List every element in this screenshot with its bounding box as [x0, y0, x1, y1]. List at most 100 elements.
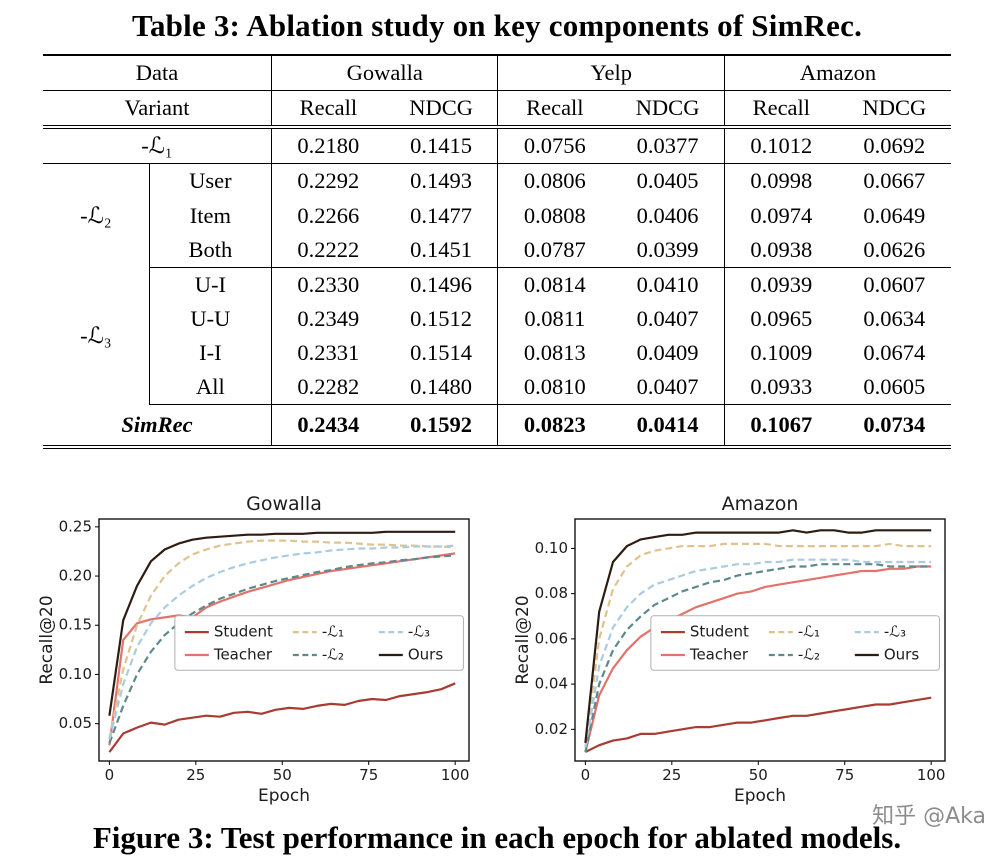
variant-label: Item [148, 198, 272, 233]
series-line--ℒ₂ [584, 563, 932, 753]
metric-value: 0.1477 [410, 202, 473, 228]
y-tick-label: 0.08 [535, 585, 568, 603]
x-tick-label: 75 [359, 766, 378, 784]
sub-header-6-ndcg: NDCG [837, 90, 951, 130]
table-head: Data Gowalla Yelp Amazon Variant Recall NDCG Re… [43, 54, 951, 130]
metric-value: 0.0939 [723, 267, 838, 302]
chart-gowalla: 0 25 50 75 100 0.05 0.10 0.15 0.20 0.25 Gowalla Epo… [37, 493, 470, 806]
legend-label-Student: Student [214, 623, 273, 641]
column-header-gowalla: Gowalla [270, 54, 498, 92]
legend-label-Teacher: Teacher [213, 646, 273, 664]
metric-value: 0.0405 [636, 168, 699, 194]
metric-value: 0.2180 [270, 127, 385, 165]
table-row: SimRec 0.2434 0.1592 0.0823 0.0414 0.1067 0.07… [43, 404, 951, 450]
metric-value: 0.0806 [497, 163, 612, 199]
legend-label--ℒ₂: -ℒ₂ [798, 646, 820, 664]
series-line-Student [108, 682, 456, 754]
metric-value: 0.2349 [270, 301, 385, 336]
legend-label--ℒ₁: -ℒ₁ [798, 623, 820, 641]
legend-box [650, 615, 940, 672]
metric-value: 0.0406 [636, 202, 699, 228]
table-body: -ℒ₁ 0.2180 0.1415 0.0756 0.0377 0.1012 0.0692-… [43, 127, 951, 450]
sub-header-3-recall: Recall [497, 90, 612, 130]
table-row: U-U 0.2349 0.1512 0.0811 0.0407 0.0965 0.0634 [43, 301, 951, 336]
metric-value: 0.1480 [384, 370, 498, 406]
metric-value: 0.0787 [497, 232, 612, 268]
metric-value: 0.0407 [611, 370, 725, 406]
table-row: -ℒ₂ User 0.2292 0.1493 0.0806 0.0405 0.0998 0.0… [43, 163, 951, 228]
ablation-table: Data Gowalla Yelp Amazon Variant Recall NDCG Re… [43, 54, 951, 450]
metric-value: 0.0814 [497, 267, 612, 302]
series-line-Student [584, 696, 932, 754]
metric-value: 0.0674 [863, 340, 926, 365]
metric-value: 0.0938 [723, 232, 838, 268]
table-row: Both 0.2222 0.1451 0.0787 0.0399 0.0938 0.0626 [43, 232, 951, 268]
metric-value: 0.0811 [497, 301, 612, 336]
metric-value: 0.0734 [837, 404, 951, 450]
metric-value: 0.0823 [497, 404, 612, 450]
metric-value: 0.0756 [497, 127, 612, 165]
metric-value: 0.2331 [270, 336, 385, 371]
metric-value: 0.0409 [636, 340, 699, 365]
x-tick-label: 50 [273, 766, 292, 784]
series-line-Ours [108, 531, 456, 717]
legend-label--ℒ₂: -ℒ₂ [322, 646, 344, 664]
metric-value: 0.1451 [384, 232, 498, 268]
x-tick-label: 25 [662, 766, 681, 784]
table-row: -ℒ₁ 0.2180 0.1415 0.0756 0.0377 0.1012 0.0692 [43, 127, 951, 165]
series-line--ℒ₁ [584, 543, 932, 748]
metric-value: 0.2266 [270, 198, 385, 233]
legend-label-Ours: Ours [408, 646, 443, 664]
watermark: 知乎 @Aka [872, 804, 986, 829]
sub-header-4-ndcg: NDCG [611, 90, 725, 130]
metric-value: 0.0410 [636, 271, 699, 297]
variant-group-label: -ℒ₂ [80, 202, 112, 228]
metric-value: 0.0808 [497, 198, 612, 233]
y-tick-label: 0.05 [59, 714, 92, 732]
y-tick-label: 0.02 [535, 720, 568, 738]
series-line-Teacher [108, 552, 456, 746]
metric-value: 0.0377 [611, 127, 725, 165]
metric-value: 0.2292 [270, 163, 385, 199]
series-line--ℒ₃ [108, 544, 456, 741]
variant-label: Both [148, 232, 272, 268]
series-line--ℒ₁ [108, 539, 456, 739]
metric-value: 0.0692 [837, 127, 951, 165]
metric-value: 0.1496 [410, 271, 473, 297]
chart-amazon: 0 25 50 75 100 0.02 0.04 0.06 0.08 0.10 Amazon Epoc… [513, 493, 946, 806]
figure-charts: 0 25 50 75 100 0.05 0.10 0.15 0.20 0.25 Gowalla Epo… [0, 489, 994, 807]
x-axis-label: Epoch [258, 786, 310, 806]
metric-value: 0.1012 [723, 127, 838, 165]
metric-value: 0.0626 [837, 232, 951, 268]
metric-value: 0.2434 [270, 404, 385, 450]
table-row: Item 0.2266 0.1477 0.0808 0.0406 0.0974 0.0649 [43, 198, 951, 233]
x-tick-label: 50 [749, 766, 768, 784]
y-tick-label: 0.10 [59, 665, 92, 683]
x-tick-label: 25 [186, 766, 205, 784]
metric-value: 0.0407 [636, 305, 699, 331]
variant-label: User [148, 163, 272, 199]
metric-value: 0.1493 [410, 168, 473, 194]
sub-header-0-variant: Variant [43, 90, 272, 130]
legend-box [174, 615, 464, 672]
legend-label--ℒ₃: -ℒ₃ [884, 623, 906, 641]
variant-group-label: -ℒ₁ [43, 127, 272, 165]
series-line-Teacher [584, 565, 932, 753]
variant-label: I-I [148, 336, 272, 371]
y-tick-label: 0.06 [535, 630, 568, 648]
x-tick-label: 0 [105, 766, 115, 784]
metric-value: 0.0667 [863, 168, 926, 194]
metric-value: 0.0649 [863, 202, 926, 228]
table-row: All 0.2282 0.1480 0.0810 0.0407 0.0933 0.0605 [43, 370, 951, 406]
metric-value: 0.0974 [723, 198, 838, 233]
y-tick-label: 0.10 [535, 539, 568, 557]
table-row: I-I 0.2331 0.1514 0.0813 0.0409 0.1009 0.0674 [43, 336, 951, 371]
x-tick-label: 0 [581, 766, 591, 784]
column-header-amazon: Amazon [723, 54, 951, 92]
variant-label: All [148, 370, 272, 406]
sub-header-2-ndcg: NDCG [384, 90, 498, 130]
x-tick-label: 100 [917, 766, 946, 784]
variant-group-label: -ℒ₃ [80, 322, 112, 348]
metric-value: 0.0965 [723, 301, 838, 336]
y-tick-label: 0.15 [59, 616, 92, 634]
